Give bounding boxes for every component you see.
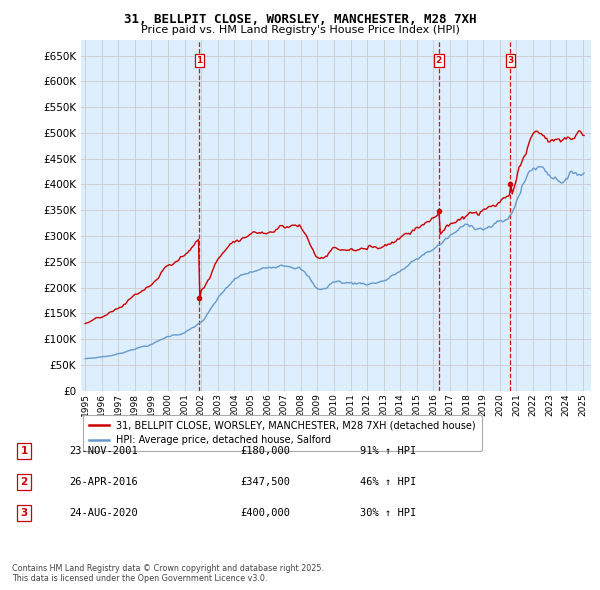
Text: 3: 3 — [508, 56, 514, 65]
Text: 1: 1 — [196, 56, 203, 65]
Text: £347,500: £347,500 — [240, 477, 290, 487]
Text: 1: 1 — [20, 447, 28, 456]
Text: 24-AUG-2020: 24-AUG-2020 — [69, 508, 138, 517]
Text: 31, BELLPIT CLOSE, WORSLEY, MANCHESTER, M28 7XH: 31, BELLPIT CLOSE, WORSLEY, MANCHESTER, … — [124, 13, 476, 26]
Text: 26-APR-2016: 26-APR-2016 — [69, 477, 138, 487]
Text: 3: 3 — [20, 508, 28, 517]
Text: 46% ↑ HPI: 46% ↑ HPI — [360, 477, 416, 487]
Text: 23-NOV-2001: 23-NOV-2001 — [69, 447, 138, 456]
Legend: 31, BELLPIT CLOSE, WORSLEY, MANCHESTER, M28 7XH (detached house), HPI: Average p: 31, BELLPIT CLOSE, WORSLEY, MANCHESTER, … — [83, 415, 482, 451]
Text: £400,000: £400,000 — [240, 508, 290, 517]
Text: £180,000: £180,000 — [240, 447, 290, 456]
Text: 91% ↑ HPI: 91% ↑ HPI — [360, 447, 416, 456]
Text: 2: 2 — [20, 477, 28, 487]
Text: Price paid vs. HM Land Registry's House Price Index (HPI): Price paid vs. HM Land Registry's House … — [140, 25, 460, 35]
Text: Contains HM Land Registry data © Crown copyright and database right 2025.
This d: Contains HM Land Registry data © Crown c… — [12, 563, 324, 583]
Text: 2: 2 — [436, 56, 442, 65]
Text: 30% ↑ HPI: 30% ↑ HPI — [360, 508, 416, 517]
